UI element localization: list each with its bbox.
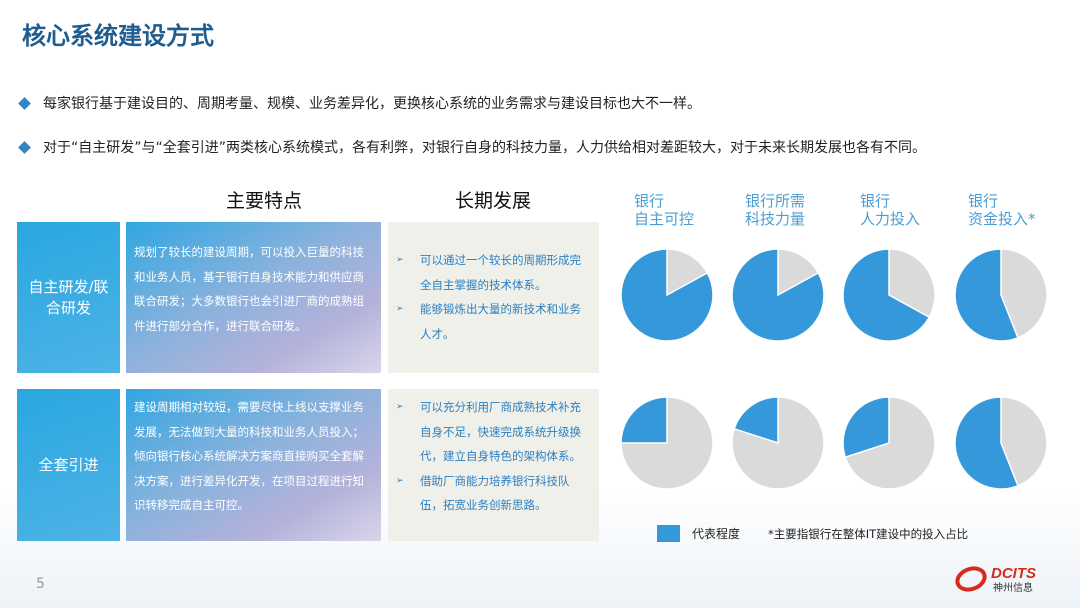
- features-self-dev: 规划了较长的建设周期，可以投入巨量的科技和业务人员，基于银行自身技术能力和供应商…: [126, 222, 381, 373]
- row-label-self-dev: 自主研发/联合研发: [17, 222, 120, 373]
- bullet-text: 每家银行基于建设目的、周期考量、规模、业务差异化，更换核心系统的业务需求与建设目…: [43, 96, 701, 112]
- dev-item: ➢ 借助厂商能力培养银行科技队伍，拓宽业务创新思路。: [396, 469, 591, 518]
- dev-item: ➢ 能够锻炼出大量的新技术和业务人才。: [396, 297, 591, 346]
- arrow-icon: ➢: [396, 475, 404, 486]
- dev-item: ➢ 可以充分利用厂商成熟技术补充自身不足，快速完成系统升级换代，建立自身特色的架构…: [396, 395, 591, 469]
- pie-header-4: 银行 资金投入*: [968, 192, 1036, 228]
- pie-header-1: 银行 自主可控: [634, 192, 695, 228]
- dev-item: ➢ 可以通过一个较长的周期形成完全自主掌握的技术体系。: [396, 248, 591, 297]
- pie-slice-filled: [954, 248, 1019, 342]
- pie-slice-filled: [842, 396, 890, 459]
- bullet-text: 对于“自主研发”与“全套引进”两类核心系统模式，各有利弊，对银行自身的科技力量，…: [43, 140, 927, 156]
- pie-slice-filled: [842, 248, 931, 342]
- legend-label: 代表程度: [692, 527, 741, 541]
- row-label-full-import: 全套引进: [17, 389, 120, 541]
- arrow-icon: ➢: [396, 304, 404, 314]
- dev-text: 可以充分利用厂商成熟技术补充自身不足，快速完成系统升级换代，建立自身特色的架构体…: [420, 400, 581, 463]
- svg-text:DCITS: DCITS: [991, 565, 1036, 582]
- arrow-icon: ➢: [396, 402, 404, 412]
- bullet-1: 每家银行基于建设目的、周期考量、规模、业务差异化，更换核心系统的业务需求与建设目…: [18, 93, 701, 113]
- development-full-import: ➢ 可以充分利用厂商成熟技术补充自身不足，快速完成系统升级换代，建立自身特色的架构…: [388, 389, 599, 541]
- pie-slice-filled: [620, 396, 668, 444]
- features-full-import: 建设周期相对较短，需要尽快上线以支撑业务发展，无法做到大量的科技和业务人员投入；…: [126, 389, 381, 541]
- pie-slice-filled: [731, 248, 825, 342]
- development-self-dev: ➢ 可以通过一个较长的周期形成完全自主掌握的技术体系。 ➢ 能够锻炼出大量的新技术和…: [388, 222, 599, 373]
- bullet-2: 对于“自主研发”与“全套引进”两类核心系统模式，各有利弊，对银行自身的科技力量，…: [18, 137, 926, 157]
- page-number: 5: [36, 576, 45, 592]
- dcits-logo: DCITS 神州信息: [955, 565, 1036, 594]
- pie-slice-filled: [733, 396, 779, 445]
- dev-text: 可以通过一个较长的周期形成完全自主掌握的技术体系。: [420, 253, 581, 292]
- footnote: *主要指银行在整体IT建设中的投入占比: [768, 526, 969, 541]
- pie-slice-filled: [954, 396, 1019, 490]
- legend-swatch: [657, 525, 680, 542]
- pie-slice-filled: [620, 248, 714, 342]
- pie-header-3: 银行 人力投入: [860, 192, 921, 228]
- page-title: 核心系统建设方式: [22, 22, 214, 50]
- legend: 代表程度 *主要指银行在整体IT建设中的投入占比: [657, 525, 968, 542]
- dev-text: 借助厂商能力培养银行科技队伍，拓宽业务创新思路。: [420, 473, 570, 513]
- pie-header-2: 银行所需 科技力量: [745, 192, 806, 228]
- development-header: 长期发展: [455, 190, 532, 212]
- arrow-icon: ➢: [396, 255, 404, 265]
- dev-text: 能够锻炼出大量的新技术和业务人才。: [420, 302, 581, 341]
- svg-text:神州信息: 神州信息: [993, 581, 1033, 594]
- features-header: 主要特点: [226, 190, 303, 212]
